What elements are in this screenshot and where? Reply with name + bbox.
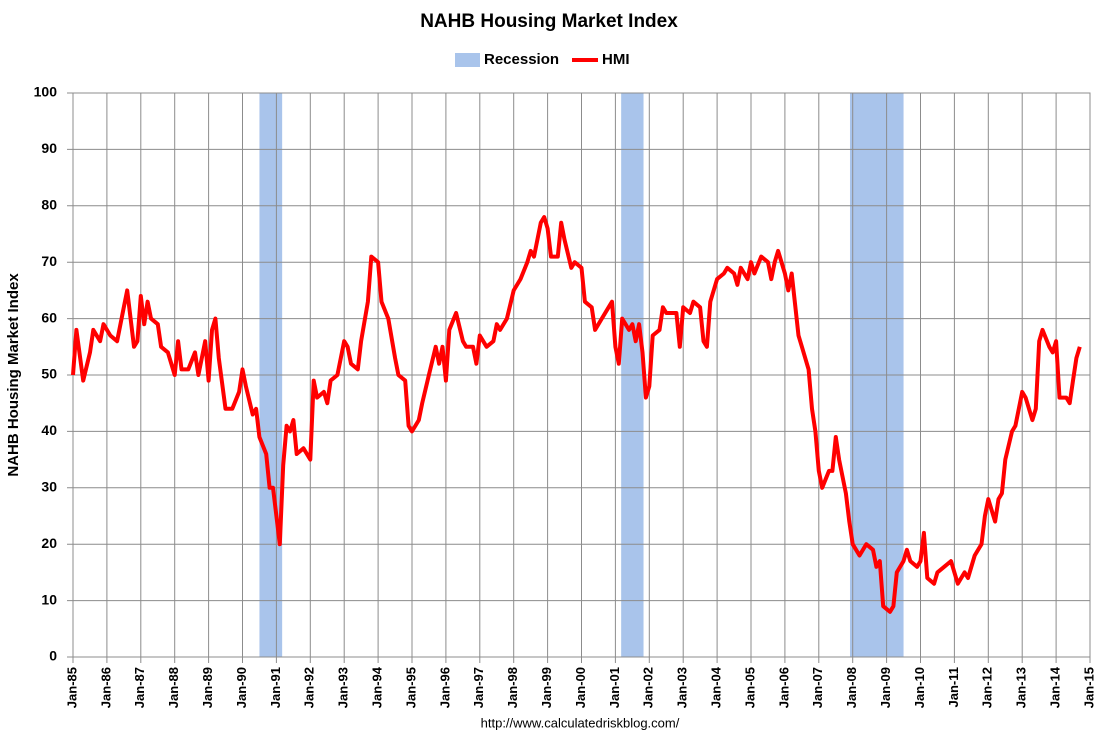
y-tick-label: 90 xyxy=(41,140,57,156)
x-tick-label: Jan-01 xyxy=(607,667,622,708)
y-tick-label: 40 xyxy=(41,422,57,438)
y-tick-label: 80 xyxy=(41,197,57,213)
y-tick-label: 10 xyxy=(41,591,57,607)
x-tick-label: Jan-06 xyxy=(776,667,791,708)
x-tick-label: Jan-15 xyxy=(1081,667,1096,708)
x-tick-label: Jan-88 xyxy=(166,667,181,708)
x-tick-label: Jan-09 xyxy=(878,667,893,708)
legend-label: HMI xyxy=(602,51,630,68)
x-tick-label: Jan-14 xyxy=(1048,666,1063,708)
x-tick-label: Jan-87 xyxy=(132,667,147,708)
x-tick-label: Jan-00 xyxy=(573,667,588,708)
y-tick-label: 30 xyxy=(41,479,57,495)
x-tick-label: Jan-93 xyxy=(336,667,351,708)
x-tick-label: Jan-92 xyxy=(302,667,317,708)
y-tick-label: 70 xyxy=(41,253,57,269)
x-tick-label: Jan-91 xyxy=(268,667,283,708)
x-tick-label: Jan-13 xyxy=(1014,667,1029,708)
x-tick-label: Jan-99 xyxy=(539,667,554,708)
x-tick-label: Jan-03 xyxy=(675,667,690,708)
y-tick-label: 20 xyxy=(41,535,57,551)
source-label: http://www.calculatedriskblog.com/ xyxy=(481,715,680,730)
x-tick-label: Jan-05 xyxy=(742,667,757,708)
y-axis-label: NAHB Housing Market Index xyxy=(5,273,22,477)
x-tick-label: Jan-90 xyxy=(234,667,249,708)
x-tick-label: Jan-97 xyxy=(471,667,486,708)
x-tick-label: Jan-08 xyxy=(844,667,859,708)
x-tick-label: Jan-89 xyxy=(200,667,215,708)
legend-swatch xyxy=(455,53,480,67)
x-tick-label: Jan-94 xyxy=(370,666,385,708)
x-tick-label: Jan-95 xyxy=(403,667,418,708)
x-tick-label: Jan-85 xyxy=(64,667,79,708)
hmi-line xyxy=(71,215,1082,614)
x-tick-label: Jan-12 xyxy=(980,667,995,708)
y-tick-label: 100 xyxy=(34,84,58,100)
x-tick-label: Jan-98 xyxy=(505,667,520,708)
chart-title: NAHB Housing Market Index xyxy=(420,11,678,32)
y-tick-label: 50 xyxy=(41,366,57,382)
x-tick-label: Jan-96 xyxy=(437,667,452,708)
y-tick-label: 60 xyxy=(41,309,57,325)
y-tick-label: 0 xyxy=(49,648,57,664)
legend-label: Recession xyxy=(484,51,559,68)
x-tick-label: Jan-04 xyxy=(709,666,724,708)
x-tick-label: Jan-10 xyxy=(912,667,927,708)
x-tick-label: Jan-86 xyxy=(98,667,113,708)
x-tick-label: Jan-02 xyxy=(641,667,656,708)
x-tick-label: Jan-07 xyxy=(810,667,825,708)
x-tick-label: Jan-11 xyxy=(946,667,961,707)
